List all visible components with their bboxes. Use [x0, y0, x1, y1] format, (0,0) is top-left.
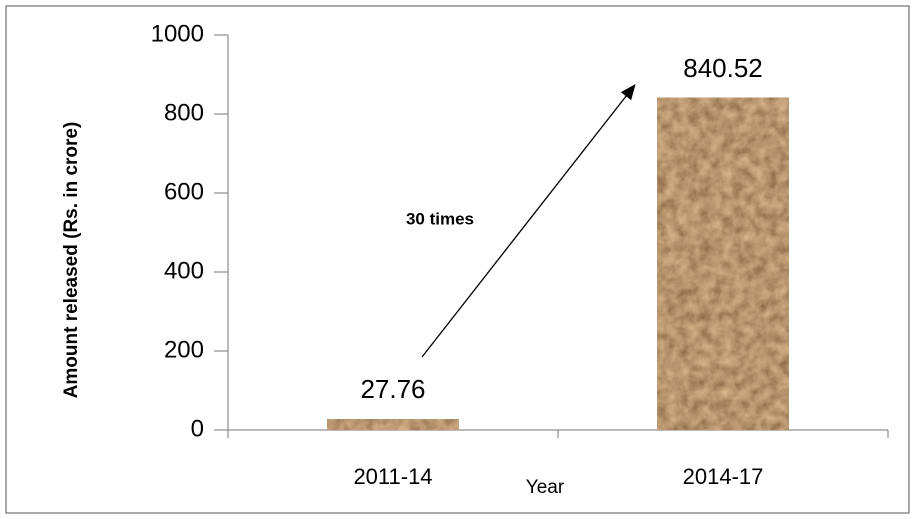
y-tick-label: 800: [164, 99, 204, 126]
annotation: 30 times: [406, 209, 474, 228]
growth-arrow: [421, 83, 636, 358]
y-tick-label: 400: [164, 257, 204, 284]
x-tick-label: 2011-14: [353, 464, 432, 489]
y-tick-label: 0: [191, 415, 204, 442]
y-axis-label: Amount released (Rs. in crore): [61, 122, 82, 399]
bar: [656, 96, 790, 431]
y-tick-label: 600: [164, 178, 204, 205]
value-label: 840.52: [683, 53, 763, 83]
bar: [326, 418, 460, 431]
value-label: 27.76: [360, 374, 425, 404]
y-tick-label: 200: [164, 336, 204, 363]
x-axis-label: Year: [526, 477, 565, 498]
y-tick-label: 1000: [151, 20, 204, 47]
x-tick-label: 2014-17: [683, 464, 764, 489]
frame: [5, 5, 910, 514]
